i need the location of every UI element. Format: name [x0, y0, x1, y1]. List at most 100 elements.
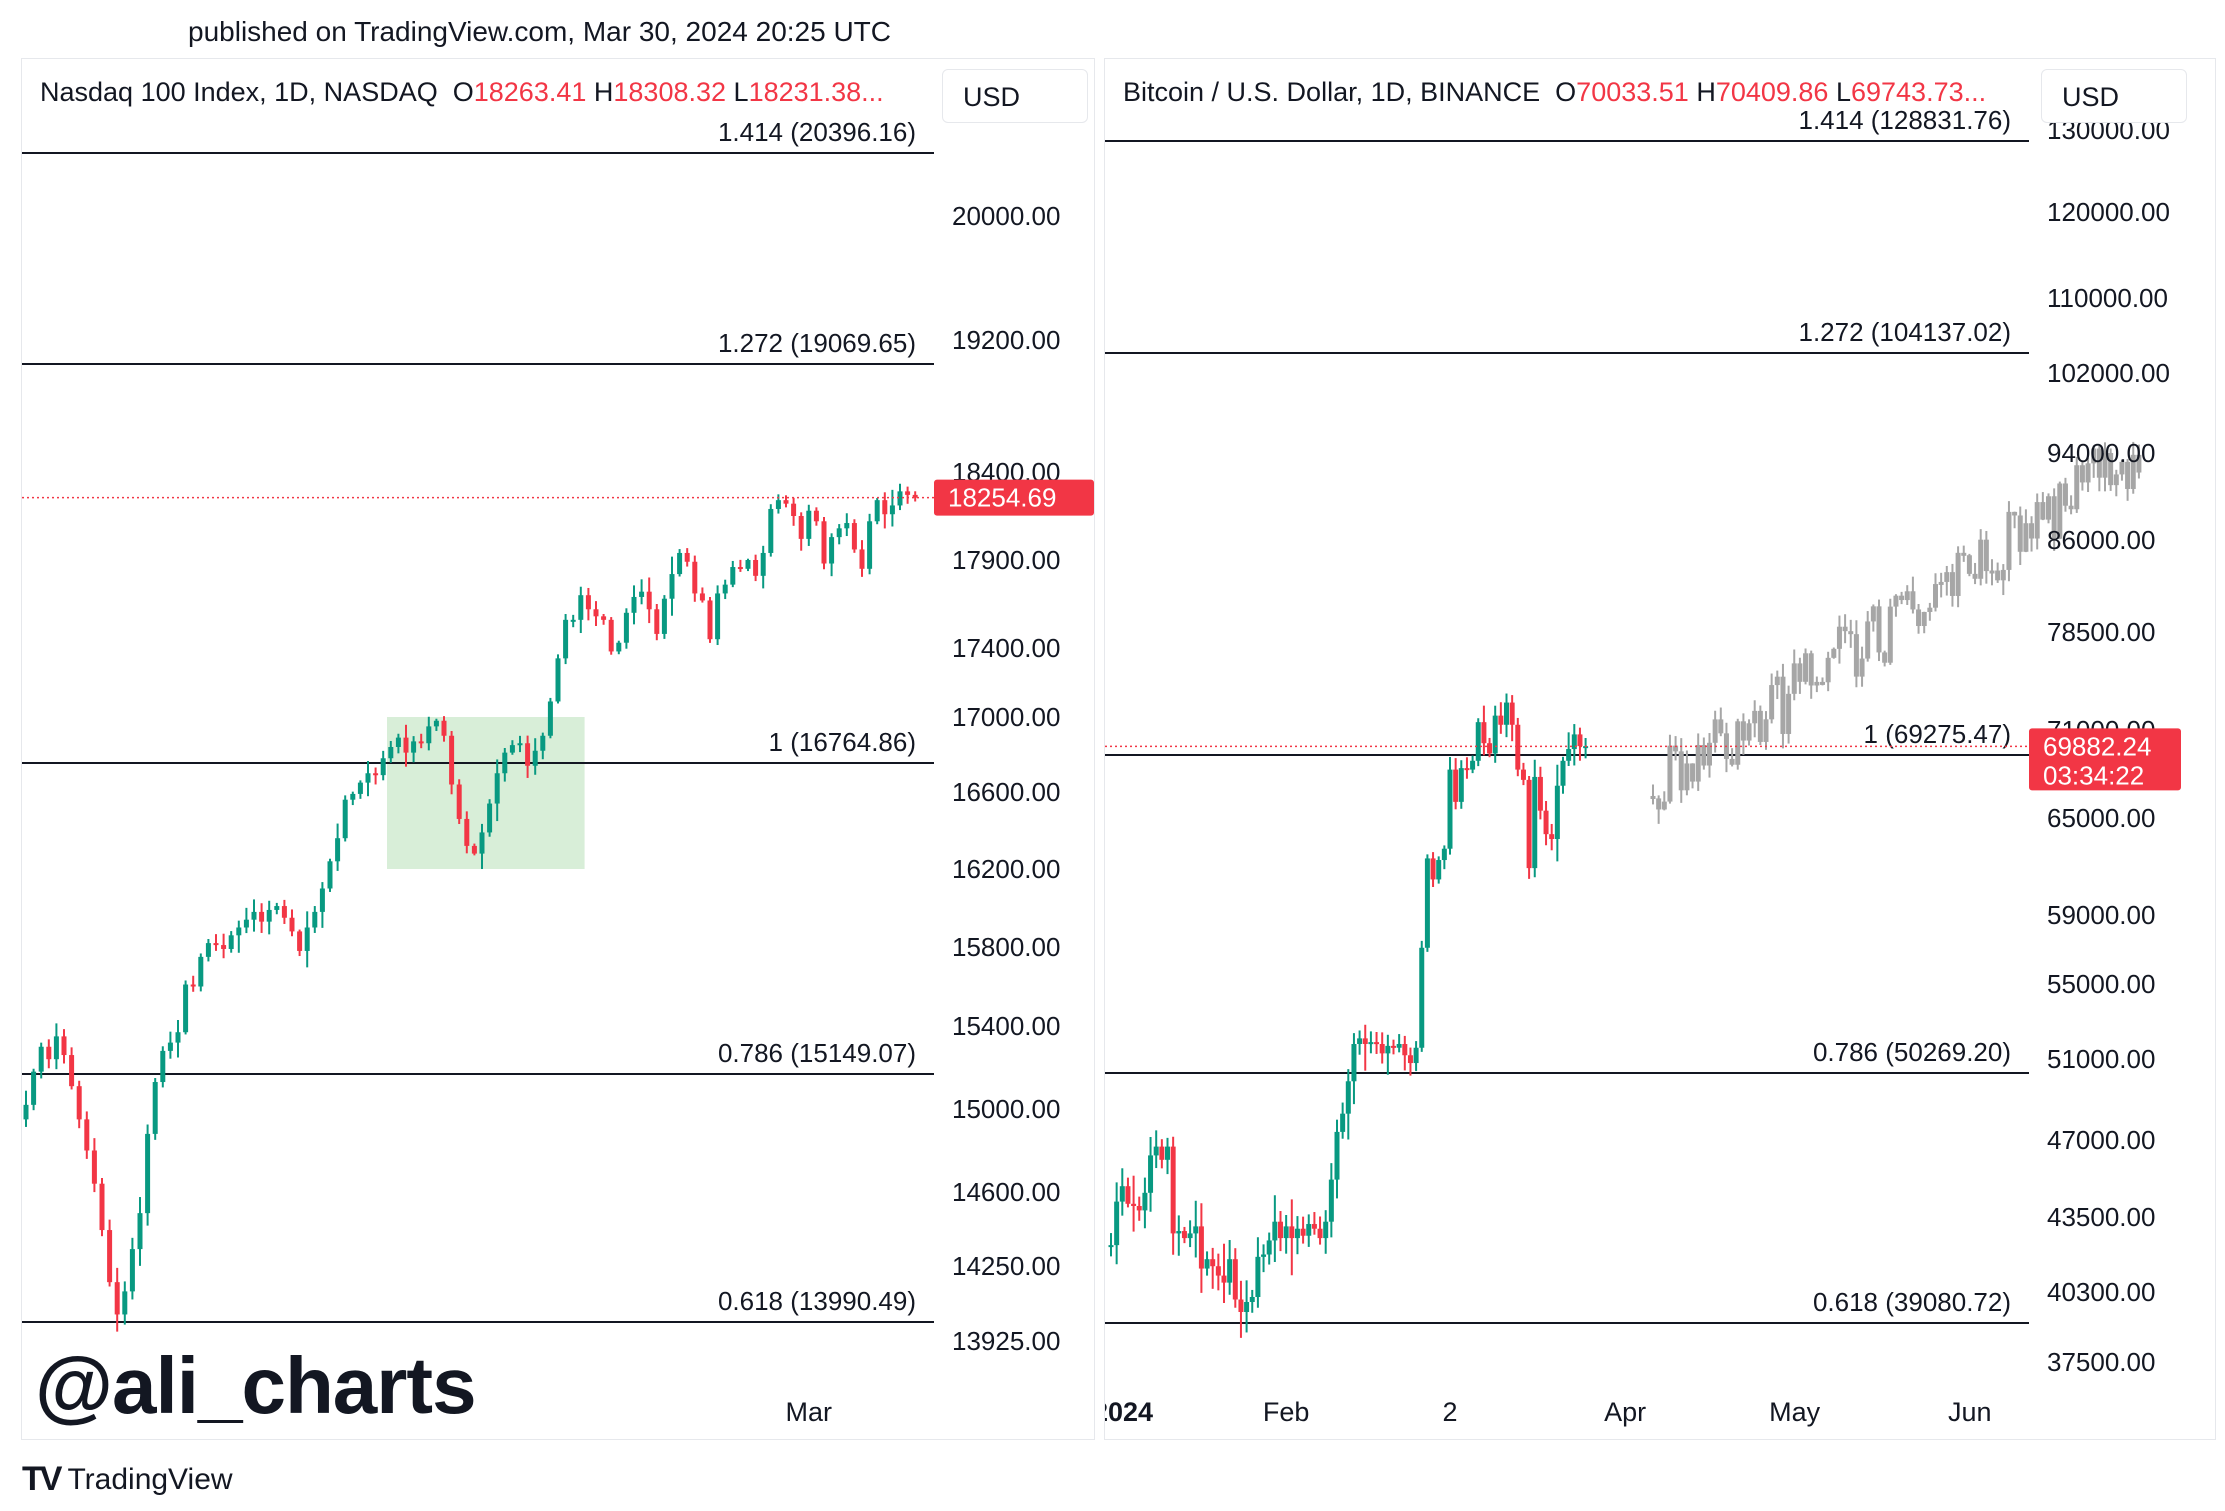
undefined-candle [775, 500, 781, 509]
undefined-candle [1537, 776, 1543, 811]
undefined-candle [403, 737, 409, 753]
undefined-candle [791, 503, 797, 516]
undefined-candle [1362, 1038, 1368, 1044]
undefined-candle [1227, 1259, 1233, 1283]
undefined-candle [76, 1086, 82, 1120]
undefined-candle [1136, 1206, 1142, 1211]
undefined-projected-candle [1791, 663, 1797, 694]
nasdaq-chart-panel: Nasdaq 100 Index, 1D, NASDAQ O18263.41 H… [21, 58, 1095, 1440]
undefined-candle [152, 1082, 158, 1134]
undefined-projected-candle [1690, 763, 1696, 782]
undefined-candle [806, 510, 812, 539]
undefined-projected-candle [1955, 552, 1961, 596]
undefined-projected-candle [2051, 496, 2057, 539]
nasdaq-low-prefix: L [733, 77, 749, 107]
undefined-candle [1385, 1045, 1391, 1054]
undefined-candle [1244, 1302, 1250, 1312]
undefined-projected-candle [2130, 454, 2136, 489]
undefined-projected-candle [1650, 796, 1656, 799]
undefined-candle [829, 537, 835, 564]
undefined-candle [1238, 1299, 1244, 1312]
undefined-y-tick: 120000.00 [2047, 197, 2170, 227]
undefined-candle [1272, 1221, 1278, 1241]
undefined-candle [1108, 1245, 1114, 1248]
undefined-candle [601, 616, 607, 620]
undefined-projected-candle [1820, 681, 1825, 685]
undefined-candle [243, 919, 249, 928]
undefined-candle [236, 927, 242, 936]
undefined-projected-candle [1684, 763, 1690, 791]
undefined-candle [1368, 1042, 1374, 1045]
undefined-candle [1221, 1275, 1227, 1283]
bitcoin-legend: Bitcoin / U.S. Dollar, 1D, BINANCE O7003… [1123, 77, 1986, 108]
undefined-projected-candle [1752, 710, 1758, 724]
nasdaq-plot[interactable]: 1.414 (20396.16) 1.272 (19069.65) 1 (16764… [22, 59, 1094, 1439]
bitcoin-high-prefix: H [1696, 77, 1716, 107]
undefined-candle [160, 1050, 166, 1083]
undefined-candle [1560, 760, 1566, 786]
bitcoin-currency-button[interactable]: USD [2041, 69, 2187, 123]
undefined-candle [23, 1104, 29, 1120]
undefined-projected-candle [1995, 570, 2001, 581]
undefined-candle [1391, 1045, 1396, 1048]
undefined-candle [677, 552, 683, 575]
undefined-candle [874, 500, 880, 522]
undefined-projected-candle [2023, 523, 2029, 552]
undefined-candle [646, 591, 652, 610]
undefined-projected-candle [1949, 572, 1955, 596]
undefined-y-tick: 16200.00 [952, 854, 1060, 884]
undefined-projected-candle [2062, 483, 2068, 506]
bitcoin-plot[interactable]: 1.414 (128831.76) 1.272 (104137.02) 1 (692… [1105, 59, 2215, 1439]
undefined-candle [639, 591, 645, 597]
undefined-candle [350, 793, 356, 800]
undefined-candle [1165, 1146, 1170, 1160]
undefined-y-tick: 40300.00 [2047, 1277, 2155, 1307]
undefined-candle [1396, 1044, 1402, 1048]
undefined-projected-candle [1746, 723, 1752, 741]
undefined-candle [1317, 1228, 1323, 1239]
undefined-projected-candle [1966, 555, 1972, 574]
bitcoin-low-prefix: L [1835, 77, 1851, 107]
undefined-projected-candle [1814, 681, 1820, 686]
bitcoin-open-prefix: O [1555, 77, 1577, 107]
undefined-projected-candle [2091, 448, 2097, 464]
undefined-y-tick: 86000.00 [2047, 525, 2155, 555]
tradingview-brand: TradingView [67, 1462, 233, 1496]
undefined-candle [654, 609, 660, 634]
undefined-projected-candle [1780, 676, 1786, 734]
undefined-projected-candle [2108, 453, 2114, 486]
undefined-y-tick: 15800.00 [952, 932, 1060, 962]
undefined-candle [897, 491, 903, 506]
undefined-fib-label: 0.786 (15149.07) [718, 1038, 916, 1068]
undefined-projected-candle [2068, 505, 2074, 510]
undefined-projected-candle [2074, 465, 2080, 510]
undefined-candle [494, 773, 500, 804]
undefined-fib-label: 1.272 (19069.65) [718, 328, 916, 358]
undefined-projected-candle [2113, 474, 2119, 486]
undefined-projected-candle [2034, 502, 2040, 539]
undefined-candle [1532, 776, 1538, 869]
undefined-projected-candle [1707, 742, 1712, 766]
undefined-projected-candle [1876, 606, 1882, 653]
undefined-candle [46, 1046, 52, 1060]
nasdaq-currency-button[interactable]: USD [942, 69, 1088, 123]
undefined-candle [570, 619, 576, 622]
undefined-candle [1424, 858, 1430, 948]
undefined-projected-candle [1933, 584, 1938, 608]
undefined-x-tick: Feb [1263, 1397, 1310, 1427]
undefined-candle [798, 516, 804, 539]
undefined-y-tick: 51000.00 [2047, 1044, 2155, 1074]
undefined-candle [1475, 722, 1481, 761]
undefined-candle [1261, 1254, 1267, 1257]
undefined-candle [1481, 722, 1487, 744]
tradingview-footer[interactable]: TV TradingView [22, 1460, 233, 1499]
undefined-candle [274, 906, 280, 910]
undefined-candle [585, 595, 591, 610]
undefined-y-tick: 20000.00 [952, 201, 1060, 231]
undefined-projected-candle [2136, 454, 2142, 473]
undefined-candle [1441, 848, 1447, 861]
undefined-candle [129, 1249, 135, 1292]
undefined-candle [1504, 702, 1509, 725]
undefined-candle [1328, 1179, 1334, 1222]
undefined-candle [183, 984, 189, 1033]
